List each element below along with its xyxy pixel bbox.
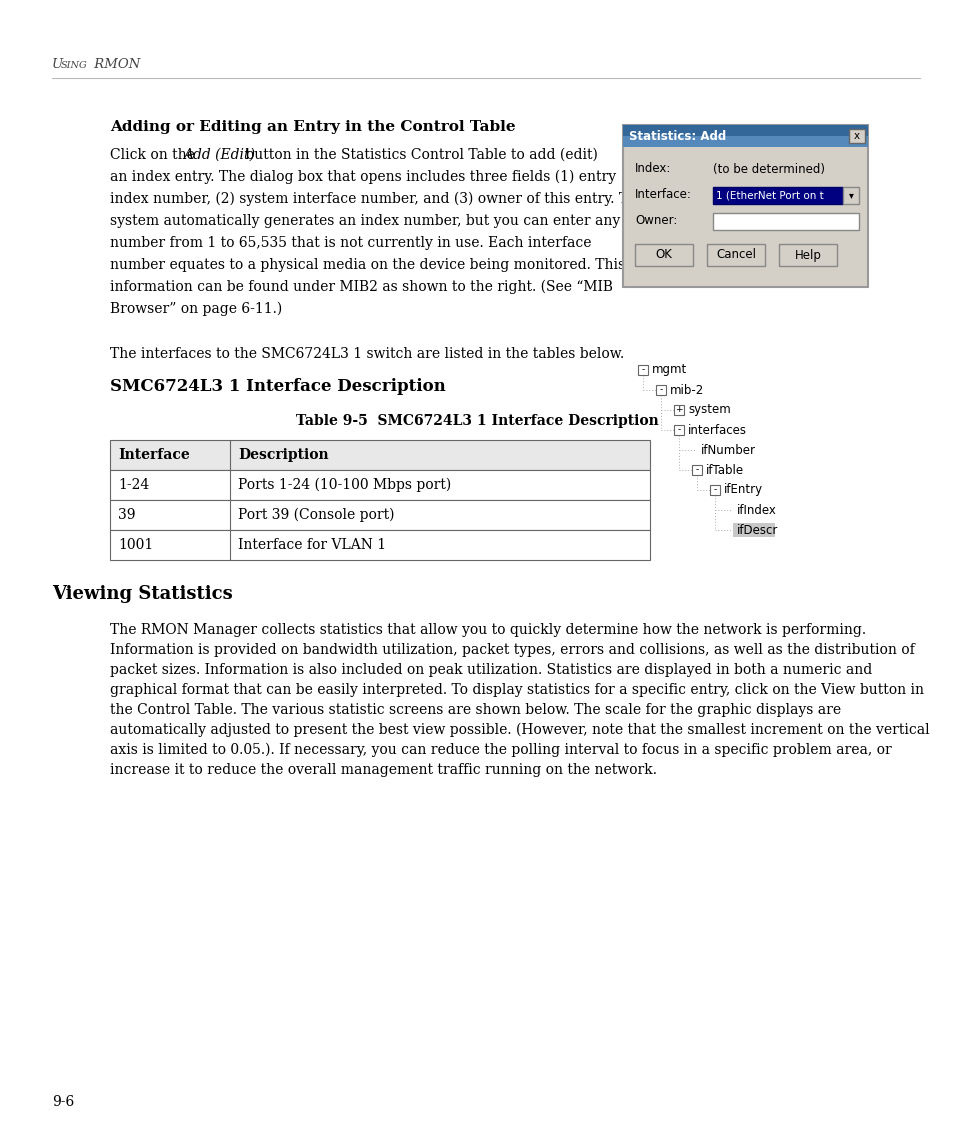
Bar	[110, 440, 649, 469]
Bar	[635, 244, 692, 266]
Text: ifTable: ifTable	[705, 464, 743, 476]
Text: button in the Statistics Control Table to add (edit): button in the Statistics Control Table t…	[240, 148, 597, 161]
Text: SMC6724L3 1 Interface Description: SMC6724L3 1 Interface Description	[110, 378, 445, 395]
Text: Ports 1-24 (10-100 Mbps port): Ports 1-24 (10-100 Mbps port)	[237, 477, 451, 492]
Text: -: -	[695, 466, 698, 474]
Text: packet sizes. Information is also included on peak utilization. Statistics are d: packet sizes. Information is also includ…	[110, 663, 871, 677]
Text: ▾: ▾	[847, 190, 853, 200]
Text: -: -	[659, 386, 662, 395]
Text: Index:: Index:	[635, 163, 671, 175]
Text: ifNumber: ifNumber	[700, 443, 755, 457]
Text: Help: Help	[794, 248, 821, 261]
Bar	[673, 425, 683, 435]
Text: The interfaces to the SMC6724L3 1 switch are listed in the tables below.: The interfaces to the SMC6724L3 1 switch…	[110, 347, 623, 361]
Text: system: system	[687, 403, 730, 417]
Text: Interface for VLAN 1: Interface for VLAN 1	[237, 538, 386, 552]
Text: Add (Edit): Add (Edit)	[183, 148, 254, 161]
Text: Cancel: Cancel	[716, 248, 755, 261]
Bar	[622, 136, 867, 147]
Bar	[712, 187, 842, 204]
Bar	[656, 385, 665, 395]
Text: interfaces: interfaces	[687, 424, 746, 436]
Text: system automatically generates an index number, but you can enter any: system automatically generates an index …	[110, 214, 619, 228]
Bar	[709, 485, 720, 495]
Text: increase it to reduce the overall management traffic running on the network.: increase it to reduce the overall manage…	[110, 763, 657, 777]
Bar	[673, 405, 683, 414]
Bar	[842, 187, 858, 204]
Bar	[732, 523, 774, 537]
Text: Owner:: Owner:	[635, 214, 677, 228]
Text: Interface: Interface	[118, 448, 190, 461]
Bar	[712, 213, 858, 229]
Text: an index entry. The dialog box that opens includes three fields (1) entry: an index entry. The dialog box that open…	[110, 169, 616, 184]
Bar	[848, 129, 864, 143]
Bar	[779, 244, 836, 266]
Text: -: -	[713, 485, 716, 495]
Text: number from 1 to 65,535 that is not currently in use. Each interface: number from 1 to 65,535 that is not curr…	[110, 236, 591, 250]
Text: U: U	[52, 58, 63, 71]
Text: Information is provided on bandwidth utilization, packet types, errors and colli: Information is provided on bandwidth uti…	[110, 643, 914, 657]
Text: ifEntry: ifEntry	[723, 483, 762, 497]
Text: RMON: RMON	[90, 58, 140, 71]
Text: Click on the: Click on the	[110, 148, 199, 161]
Text: ifIndex: ifIndex	[737, 504, 776, 516]
Text: 9-6: 9-6	[52, 1095, 74, 1110]
Text: mgmt: mgmt	[651, 363, 686, 377]
Text: 39: 39	[118, 508, 135, 522]
Text: -: -	[677, 426, 679, 434]
Bar	[638, 365, 647, 376]
Text: 1-24: 1-24	[118, 477, 149, 492]
Text: graphical format that can be easily interpreted. To display statistics for a spe: graphical format that can be easily inte…	[110, 684, 923, 697]
Text: information can be found under MIB2 as shown to the right. (See “MIB: information can be found under MIB2 as s…	[110, 281, 613, 294]
Text: -: -	[640, 365, 644, 374]
Bar	[622, 125, 867, 287]
Text: Statistics: Add: Statistics: Add	[628, 129, 725, 142]
Text: the Control Table. The various statistic screens are shown below. The scale for : the Control Table. The various statistic…	[110, 703, 841, 717]
Text: ifDescr: ifDescr	[737, 523, 778, 537]
Text: SING: SING	[61, 61, 88, 70]
Text: Table 9-5  SMC6724L3 1 Interface Description: Table 9-5 SMC6724L3 1 Interface Descript…	[295, 414, 658, 428]
Bar	[706, 244, 764, 266]
Text: Port 39 (Console port): Port 39 (Console port)	[237, 507, 395, 522]
Text: x: x	[853, 131, 860, 141]
Text: Interface:: Interface:	[635, 189, 691, 202]
Bar	[110, 500, 649, 530]
Text: number equates to a physical media on the device being monitored. This: number equates to a physical media on th…	[110, 258, 624, 273]
Bar	[691, 465, 701, 475]
Text: The RMON Manager collects statistics that allow you to quickly determine how the: The RMON Manager collects statistics tha…	[110, 623, 865, 637]
Text: +: +	[675, 405, 682, 414]
Text: index number, (2) system interface number, and (3) owner of this entry. The: index number, (2) system interface numbe…	[110, 192, 644, 206]
Text: Browser” on page 6-11.): Browser” on page 6-11.)	[110, 302, 282, 316]
Bar	[110, 469, 649, 500]
Text: Description: Description	[237, 448, 328, 461]
Text: mib-2: mib-2	[669, 384, 703, 396]
Text: (to be determined): (to be determined)	[712, 163, 824, 175]
Bar	[622, 125, 867, 147]
Text: Adding or Editing an Entry in the Control Table: Adding or Editing an Entry in the Contro…	[110, 120, 515, 134]
Text: axis is limited to 0.05.). If necessary, you can reduce the polling interval to : axis is limited to 0.05.). If necessary,…	[110, 743, 891, 757]
Text: 1 (EtherNet Port on t: 1 (EtherNet Port on t	[716, 190, 822, 200]
Text: 1001: 1001	[118, 538, 153, 552]
Text: OK: OK	[655, 248, 672, 261]
Text: automatically adjusted to present the best view possible. (However, note that th: automatically adjusted to present the be…	[110, 722, 928, 737]
Bar	[110, 530, 649, 560]
Text: Viewing Statistics: Viewing Statistics	[52, 585, 233, 603]
